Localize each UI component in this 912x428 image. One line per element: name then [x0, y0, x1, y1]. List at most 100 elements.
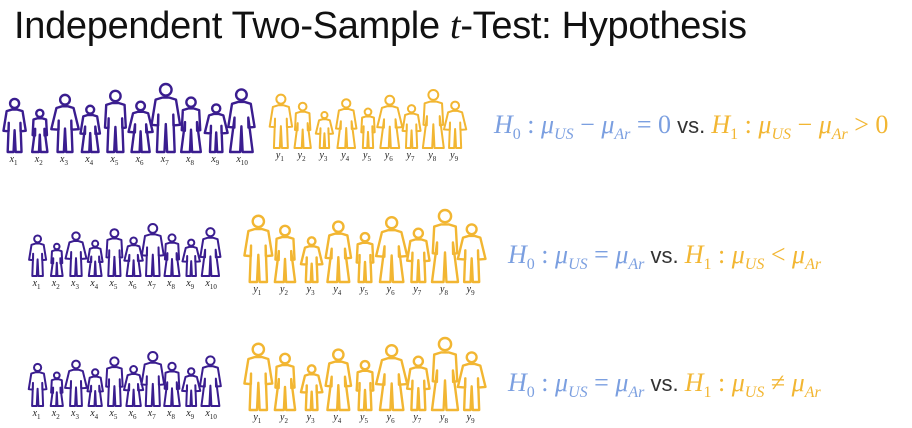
- person-figure: [374, 216, 409, 284]
- sample-label: x8: [167, 278, 175, 291]
- person-figure: [430, 336, 460, 412]
- person-figure: [49, 371, 64, 407]
- slide-title: Independent Two-Sample t-Test: Hypothesi…: [14, 4, 747, 48]
- person-figure: [314, 111, 335, 149]
- person-figure: [405, 355, 431, 412]
- person-figure: [64, 231, 88, 277]
- sample-label: x2: [51, 408, 60, 421]
- sample-label: y7: [406, 150, 415, 163]
- sample-label: x6: [128, 278, 137, 291]
- person-figure: [293, 101, 312, 149]
- person-figure: [442, 100, 468, 149]
- sample-label: y2: [280, 284, 288, 297]
- sample-label: x1: [9, 154, 18, 167]
- null-hypothesis-row-3: H0 : μUS = μAr: [508, 368, 645, 402]
- ar-sample-figures-row-3: [243, 336, 487, 412]
- sample-label: y1: [253, 412, 262, 425]
- sample-label: x6: [128, 408, 137, 421]
- title-t: t: [450, 5, 461, 47]
- person-figure: [179, 96, 203, 154]
- person-figure: [430, 208, 460, 284]
- person-figure: [163, 233, 181, 277]
- sample-label: x4: [90, 278, 99, 291]
- person-figure: [140, 351, 166, 407]
- person-figure: [181, 367, 202, 407]
- sample-label: y6: [384, 150, 393, 163]
- sample-label: y4: [333, 412, 342, 425]
- person-figure: [243, 342, 274, 412]
- person-figure: [105, 356, 124, 407]
- person-figure: [273, 352, 297, 412]
- person-figure: [374, 344, 409, 412]
- person-figure: [123, 236, 144, 277]
- sample-label: x3: [71, 278, 79, 291]
- sample-label: y7: [413, 284, 422, 297]
- sample-label: x7: [147, 278, 156, 291]
- person-figure: [123, 365, 145, 407]
- sample-label: x4: [85, 154, 94, 167]
- sample-label: y4: [341, 150, 350, 163]
- sample-label: y6: [386, 284, 395, 297]
- null-hypothesis-row-1: H0 : μUS − μAr = 0: [494, 110, 672, 144]
- sample-label: x10: [205, 408, 217, 421]
- person-figure: [360, 107, 376, 149]
- person-figure: [456, 351, 487, 412]
- sample-label: y9: [466, 412, 475, 425]
- person-figure: [334, 98, 358, 149]
- sample-label: x10: [236, 154, 248, 167]
- person-figure: [376, 94, 404, 149]
- sample-label: y2: [280, 412, 288, 425]
- sample-label: x2: [34, 154, 43, 167]
- sample-label: y5: [363, 150, 371, 163]
- vs-label-row-2: vs.: [644, 243, 685, 268]
- sample-label: x3: [60, 154, 68, 167]
- sample-label: y8: [428, 150, 437, 163]
- sample-label: y6: [386, 412, 395, 425]
- sample-label: x9: [186, 408, 195, 421]
- person-figure: [405, 227, 431, 284]
- person-figure: [140, 223, 165, 277]
- sample-label: y5: [360, 284, 368, 297]
- person-figure: [227, 88, 256, 154]
- sample-label: x2: [51, 278, 60, 291]
- person-figure: [2, 97, 27, 154]
- sample-label: x3: [71, 408, 79, 421]
- sample-label: x8: [186, 154, 194, 167]
- sample-label: y1: [275, 150, 284, 163]
- person-figure: [456, 223, 487, 284]
- ar-sample-figures-row-1: [268, 89, 468, 149]
- person-figure: [28, 234, 48, 277]
- sample-label: y9: [466, 284, 475, 297]
- sample-label: y2: [297, 150, 306, 163]
- sample-label: x1: [32, 278, 41, 291]
- person-figure: [163, 361, 181, 407]
- person-figure: [49, 242, 64, 277]
- person-figure: [50, 93, 80, 154]
- sample-label: x9: [211, 154, 220, 167]
- sample-label: y8: [440, 284, 448, 297]
- alt-hypothesis-row-1: H1 : μUS − μAr > 0: [711, 110, 889, 144]
- sample-label: y3: [306, 284, 315, 297]
- us-sample-figures-row-3: [27, 351, 222, 407]
- sample-label: x5: [109, 278, 118, 291]
- person-figure: [355, 231, 375, 284]
- person-figure: [79, 104, 102, 154]
- vs-label-row-3: vs.: [644, 371, 685, 396]
- person-figure: [103, 89, 128, 154]
- person-figure: [401, 104, 422, 149]
- sample-label: y1: [253, 284, 262, 297]
- person-figure: [27, 362, 48, 407]
- person-figure: [30, 108, 49, 154]
- sample-label: y9: [450, 150, 459, 163]
- person-figure: [243, 214, 274, 284]
- person-figure: [421, 89, 445, 149]
- person-figure: [86, 368, 104, 407]
- sample-label: x4: [90, 408, 99, 421]
- sample-label: y3: [319, 150, 328, 163]
- person-figure: [150, 82, 182, 154]
- person-figure: [324, 348, 353, 412]
- person-figure: [86, 239, 104, 277]
- person-figure: [105, 228, 124, 277]
- person-figure: [181, 238, 201, 277]
- vs-label-row-1: vs.: [671, 113, 712, 138]
